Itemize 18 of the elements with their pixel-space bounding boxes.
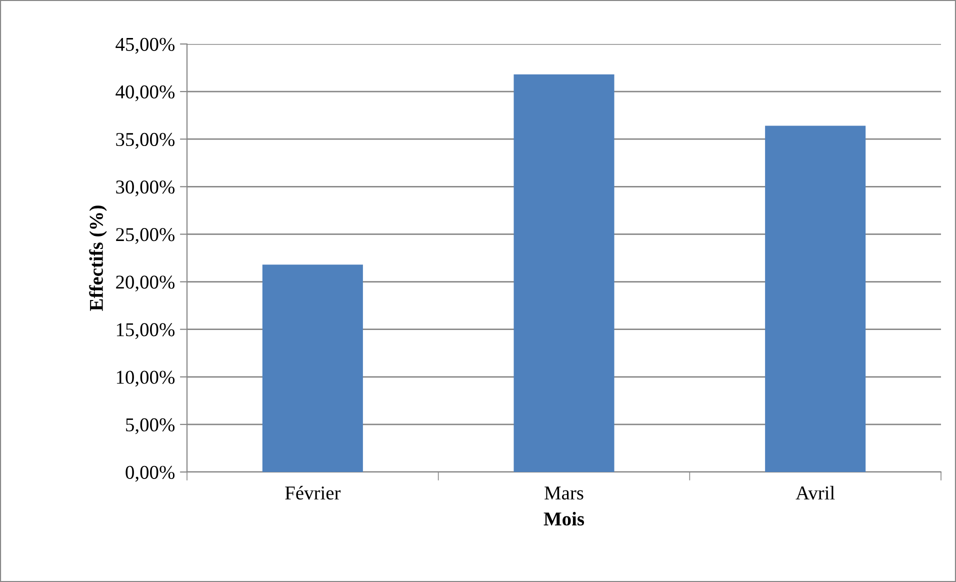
bar	[262, 264, 363, 472]
x-tick-label: Février	[285, 486, 341, 500]
x-tick-label: Avril	[796, 486, 835, 500]
y-tick-label: 15,00%	[116, 323, 175, 340]
y-tick-label: 25,00%	[116, 228, 175, 244]
y-tick-label: 35,00%	[116, 132, 175, 149]
bar	[514, 74, 614, 472]
y-tick-label: 45,00%	[116, 38, 175, 54]
y-tick-label: 30,00%	[116, 180, 175, 196]
y-tick-label: 20,00%	[116, 276, 175, 292]
y-tick-label: 5,00%	[126, 418, 175, 434]
x-axis-title: Mois	[544, 512, 584, 526]
y-tick-label: 10,00%	[116, 370, 175, 387]
y-tick-label: 40,00%	[116, 85, 175, 102]
bar	[765, 126, 866, 472]
y-axis-title: Effectifs (%)	[89, 206, 107, 311]
y-tick-label: 0,00%	[126, 466, 175, 482]
x-tick-label: Mars	[544, 486, 584, 500]
